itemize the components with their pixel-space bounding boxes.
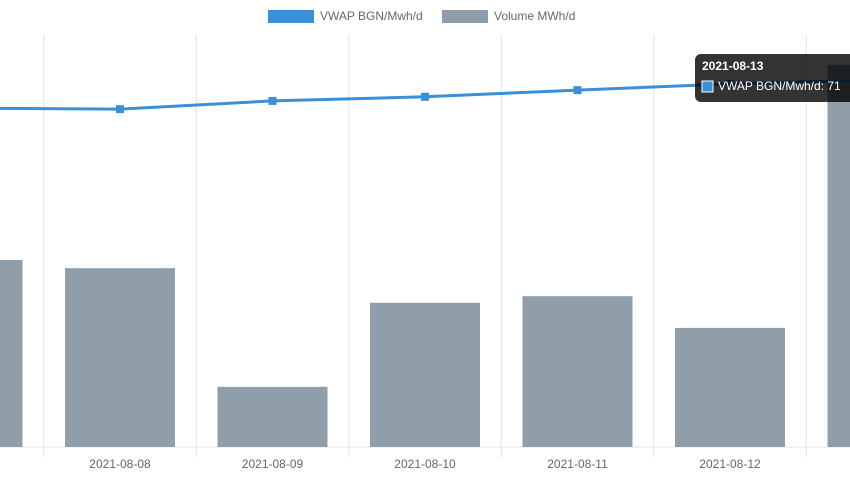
bar [522,296,633,447]
legend-label: Volume MWh/d [494,9,575,23]
tooltip-swatch [701,80,714,93]
legend-swatch [442,10,488,23]
legend-item: Volume MWh/d [442,9,575,23]
bar [0,259,23,447]
bar [65,268,175,447]
x-tick-label: 2021-08-12 [699,457,761,471]
x-tick-label: 2021-08-11 [547,457,608,471]
tooltip-label: VWAP BGN/Mwh/d: 71 [718,79,841,93]
legend-label: VWAP BGN/Mwh/d [320,9,423,23]
bar [370,302,480,447]
bar [675,327,785,447]
point [421,92,429,101]
x-tick-label: 2021-08-10 [394,457,456,471]
point [268,96,277,105]
point [573,86,582,95]
legend-item: VWAP BGN/Mwh/d [268,9,423,23]
point [116,105,124,114]
tooltip: 2021-08-13 VWAP BGN/Mwh/d: 71 [695,54,850,102]
bar [217,386,328,447]
tooltip-box [695,54,850,102]
legend-swatch [268,10,314,23]
tooltip-title: 2021-08-13 [702,59,764,73]
x-tick-label: 2021-08-08 [89,457,151,471]
x-tick-label: 2021-08-09 [242,457,304,471]
bar [827,65,850,448]
